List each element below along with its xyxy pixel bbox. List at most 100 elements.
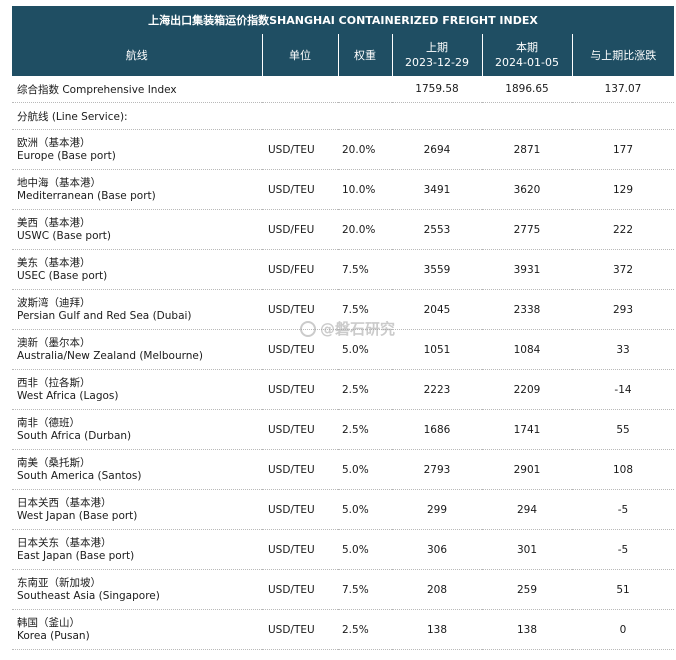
col-header-weight: 权重	[337, 34, 392, 76]
route-weight: 5.0%	[338, 329, 392, 370]
route-previous: 2694	[392, 129, 482, 170]
route-current: 1741	[482, 409, 572, 450]
route-change: 51	[572, 569, 674, 610]
table-row: 波斯湾（迪拜） Persian Gulf and Red Sea (Dubai) U…	[12, 289, 674, 330]
route-current: 3620	[482, 169, 572, 210]
freight-index-table: 航线 单位 权重 上期 2023-12-29 本期 2024-01-05 与上期…	[12, 34, 674, 650]
route-previous: 1051	[392, 329, 482, 370]
route-current: 294	[482, 489, 572, 530]
table-row: 澳新（墨尔本） Australia/New Zealand (Melbourne)…	[12, 329, 674, 370]
route-previous: 2045	[392, 289, 482, 330]
route-unit: USD/TEU	[262, 369, 338, 410]
route-name-en: Southeast Asia (Singapore)	[17, 589, 160, 602]
route-change: -5	[572, 489, 674, 530]
col-header-current: 本期 2024-01-05	[481, 34, 572, 76]
route-change: 293	[572, 289, 674, 330]
route-unit: USD/TEU	[262, 289, 338, 330]
route-name: 日本关西（基本港） West Japan (Base port)	[12, 489, 262, 530]
header-row: 航线 单位 权重 上期 2023-12-29 本期 2024-01-05 与上期…	[12, 34, 674, 76]
route-weight: 2.5%	[338, 409, 392, 450]
route-unit: USD/TEU	[262, 569, 338, 610]
route-previous: 208	[392, 569, 482, 610]
route-name-en: East Japan (Base port)	[17, 549, 135, 562]
table-row: 南非（德班） South Africa (Durban) USD/TEU 2.5% 16…	[12, 409, 674, 450]
route-weight: 10.0%	[338, 169, 392, 210]
table-row: 欧洲（基本港） Europe (Base port) USD/TEU 20.0% 269…	[12, 129, 674, 170]
section-row: 分航线 (Line Service):	[12, 102, 674, 130]
route-name-cn: 南非（德班）	[17, 416, 80, 429]
route-name-cn: 美东（基本港）	[17, 256, 91, 269]
route-unit: USD/TEU	[262, 169, 338, 210]
route-current: 301	[482, 529, 572, 570]
route-name: 东南亚（新加坡） Southeast Asia (Singapore)	[12, 569, 262, 610]
col-header-route: 航线	[12, 34, 262, 76]
route-name: 韩国（釜山） Korea (Pusan)	[12, 609, 262, 650]
route-change: 33	[572, 329, 674, 370]
route-name: 南非（德班） South Africa (Durban)	[12, 409, 262, 450]
route-unit: USD/TEU	[262, 529, 338, 570]
route-name-en: Persian Gulf and Red Sea (Dubai)	[17, 309, 192, 322]
route-previous: 2553	[392, 209, 482, 250]
route-name: 南美（桑托斯） South America (Santos)	[12, 449, 262, 490]
route-change: 0	[572, 609, 674, 650]
route-current: 3931	[482, 249, 572, 290]
route-previous: 1686	[392, 409, 482, 450]
composite-current: 1896.65	[482, 76, 572, 103]
route-previous: 2793	[392, 449, 482, 490]
route-unit: USD/FEU	[262, 209, 338, 250]
route-weight: 7.5%	[338, 569, 392, 610]
route-current: 2871	[482, 129, 572, 170]
route-unit: USD/TEU	[262, 409, 338, 450]
route-current: 2209	[482, 369, 572, 410]
table-row: 韩国（釜山） Korea (Pusan) USD/TEU 2.5% 138 138 0	[12, 609, 674, 650]
watermark-text: @磐石研究	[320, 320, 396, 338]
route-weight: 7.5%	[338, 289, 392, 330]
current-label: 本期	[516, 41, 538, 54]
weibo-icon	[300, 320, 316, 337]
route-change: 55	[572, 409, 674, 450]
route-change: 372	[572, 249, 674, 290]
route-unit: USD/TEU	[262, 449, 338, 490]
current-date: 2024-01-05	[495, 56, 559, 69]
route-weight: 5.0%	[338, 489, 392, 530]
composite-previous: 1759.58	[392, 76, 482, 103]
route-weight: 5.0%	[338, 529, 392, 570]
route-current: 259	[482, 569, 572, 610]
route-current: 2901	[482, 449, 572, 490]
table-title: 上海出口集装箱运价指数SHANGHAI CONTAINERIZED FREIGH…	[12, 6, 674, 34]
route-name-en: Mediterranean (Base port)	[17, 189, 156, 202]
route-change: 222	[572, 209, 674, 250]
route-current: 138	[482, 609, 572, 650]
route-change: 108	[572, 449, 674, 490]
route-unit: USD/TEU	[262, 129, 338, 170]
table-row: 南美（桑托斯） South America (Santos) USD/TEU 5.0%…	[12, 449, 674, 490]
route-name-cn: 西非（拉各斯）	[17, 376, 91, 389]
route-name-en: USEC (Base port)	[17, 269, 108, 282]
previous-label: 上期	[426, 41, 448, 54]
route-name: 美东（基本港） USEC (Base port)	[12, 249, 262, 290]
table-row: 美西（基本港） USWC (Base port) USD/FEU 20.0% 2553 2…	[12, 209, 674, 250]
route-name-en: South Africa (Durban)	[17, 429, 132, 442]
route-current: 2775	[482, 209, 572, 250]
route-name-en: Korea (Pusan)	[17, 629, 90, 642]
route-weight: 5.0%	[338, 449, 392, 490]
route-name: 欧洲（基本港） Europe (Base port)	[12, 129, 262, 170]
route-name: 日本关东（基本港） East Japan (Base port)	[12, 529, 262, 570]
table-row: 日本关东（基本港） East Japan (Base port) USD/TEU 5.…	[12, 529, 674, 570]
route-weight: 2.5%	[338, 369, 392, 410]
route-weight: 20.0%	[338, 129, 392, 170]
route-unit: USD/TEU	[262, 489, 338, 530]
route-change: -14	[572, 369, 674, 410]
table-row: 地中海（基本港） Mediterranean (Base port) USD/TEU…	[12, 169, 674, 210]
route-name-cn: 美西（基本港）	[17, 216, 91, 229]
route-name-en: West Africa (Lagos)	[17, 389, 119, 402]
route-previous: 138	[392, 609, 482, 650]
route-name-cn: 南美（桑托斯）	[17, 456, 91, 469]
route-name-en: West Japan (Base port)	[17, 509, 138, 522]
route-name-en: South America (Santos)	[17, 469, 142, 482]
route-name-en: USWC (Base port)	[17, 229, 112, 242]
col-header-unit: 单位	[261, 34, 338, 76]
freight-index-table-frame: 上海出口集装箱运价指数SHANGHAI CONTAINERIZED FREIGH…	[12, 6, 674, 650]
route-name-cn: 地中海（基本港）	[17, 176, 101, 189]
route-name-en: Europe (Base port)	[17, 149, 116, 162]
